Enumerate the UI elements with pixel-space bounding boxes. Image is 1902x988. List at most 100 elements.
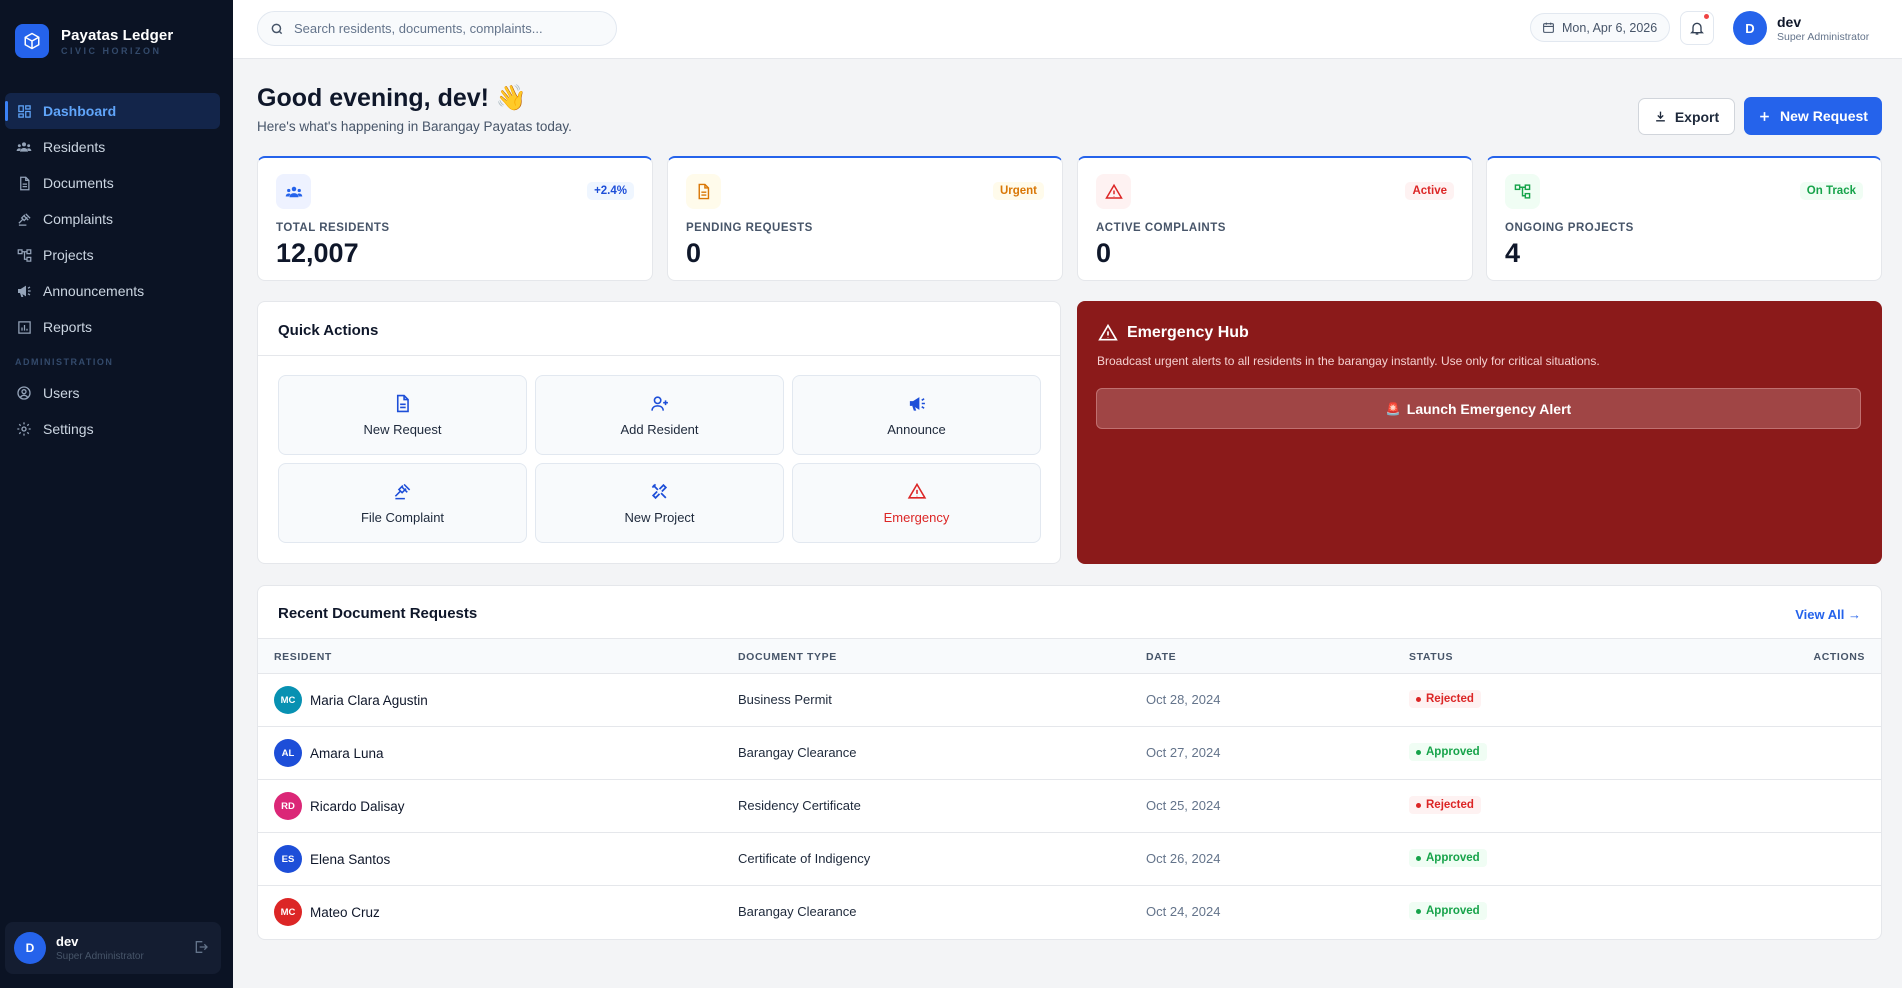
sidebar-item-dashboard[interactable]: Dashboard [5,93,220,129]
status-dot [1416,802,1421,808]
status-dot [1416,855,1421,861]
table-row[interactable]: AL Amara Luna Barangay Clearance Oct 27,… [258,727,1881,780]
view-all-link[interactable]: View All → [1795,607,1861,622]
notifications-button[interactable] [1680,11,1714,45]
brand-subtitle: CIVIC HORIZON [61,45,162,56]
sidebar-item-label: Dashboard [43,103,117,119]
quick-action-emergency[interactable]: Emergency [792,463,1041,543]
gavel-icon [16,211,32,227]
calendar-icon [1542,21,1555,34]
quick-actions-panel: Quick Actions New Request Add Resident A… [257,301,1061,564]
table-header: RESIDENT DOCUMENT TYPE DATE STATUS ACTIO… [258,638,1881,674]
stat-label: ONGOING PROJECTS [1505,222,1634,234]
sidebar-item-complaints[interactable]: Complaints [5,201,220,237]
stat-label: TOTAL RESIDENTS [276,222,390,234]
quick-action-new-request[interactable]: New Request [278,375,527,455]
logout-icon[interactable] [193,939,209,955]
cube-logo-icon [15,24,49,58]
user-role: Super Administrator [56,951,144,962]
status-label: Approved [1426,852,1480,864]
sidebar-item-label: Users [43,385,80,401]
sidebar-item-residents[interactable]: Residents [5,129,220,165]
status-badge: Approved [1409,743,1487,761]
column-header-status[interactable]: STATUS [1409,651,1454,663]
avatar: AL [274,739,302,767]
emergency-hub-panel: Emergency Hub Broadcast urgent alerts to… [1077,301,1882,564]
table-row[interactable]: RD Ricardo Dalisay Residency Certificate… [258,780,1881,833]
gavel-icon [393,482,412,501]
current-date: Mon, Apr 6, 2026 [1562,20,1658,35]
status-dot [1416,908,1421,914]
request-date: Oct 27, 2024 [1146,745,1221,760]
column-header-resident[interactable]: RESIDENT [274,651,332,663]
users-icon [16,139,32,155]
new-request-button[interactable]: New Request [1744,97,1882,135]
brand[interactable]: Payatas Ledger CIVIC HORIZON [15,24,173,58]
sidebar-item-users[interactable]: Users [5,375,220,411]
document-type: Residency Certificate [738,798,861,813]
sidebar-item-announcements[interactable]: Announcements [5,273,220,309]
warning-icon [1097,323,1119,343]
sidebar-item-label: Residents [43,139,106,155]
quick-action-label: Announce [887,421,946,437]
status-label: Approved [1426,905,1480,917]
quick-action-label: Add Resident [620,421,699,437]
status-label: Approved [1426,746,1480,758]
quick-action-new-project[interactable]: New Project [535,463,784,543]
stat-card-pending[interactable]: Urgent PENDING REQUESTS 0 [667,156,1063,281]
status-badge: Approved [1409,849,1487,867]
siren-icon: 🚨 [1385,401,1401,416]
user-name: dev [1777,13,1802,30]
table-row[interactable]: ES Elena Santos Certificate of Indigency… [258,833,1881,886]
resident-cell: AL Amara Luna [274,739,384,767]
user-plus-icon [650,394,670,413]
sidebar-item-label: Reports [43,319,93,335]
sidebar-item-projects[interactable]: Projects [5,237,220,273]
avatar: MC [274,898,302,926]
avatar: MC [274,686,302,714]
column-header-date[interactable]: DATE [1146,651,1177,663]
quick-action-file-complaint[interactable]: File Complaint [278,463,527,543]
sidebar-user-card[interactable]: D dev Super Administrator [5,922,221,974]
table-row[interactable]: MC Mateo Cruz Barangay Clearance Oct 24,… [258,886,1881,939]
request-date: Oct 28, 2024 [1146,692,1221,707]
quick-action-announce[interactable]: Announce [792,375,1041,455]
page-title: Good evening, dev! 👋 [257,84,528,112]
divider [258,355,1060,356]
stat-value: 0 [686,238,702,268]
sidebar-item-label: Complaints [43,211,114,227]
stat-card-residents[interactable]: +2.4% TOTAL RESIDENTS 12,007 [257,156,653,281]
resident-cell: RD Ricardo Dalisay [274,792,405,820]
search-bar[interactable] [257,11,617,46]
document-icon [393,394,412,413]
column-header-document-type[interactable]: DOCUMENT TYPE [738,651,837,663]
gear-icon [16,421,32,437]
table-row[interactable]: MC Maria Clara Agustin Business Permit O… [258,674,1881,727]
users-icon [276,174,311,209]
hierarchy-icon [16,247,32,263]
sidebar-item-label: Projects [43,247,94,263]
resident-name: Mateo Cruz [310,904,380,920]
topbar: Mon, Apr 6, 2026 D dev Super Administrat… [233,0,1902,59]
document-icon [16,175,32,191]
status-dot [1416,749,1421,755]
launch-emergency-alert-button[interactable]: 🚨 Launch Emergency Alert [1096,388,1861,429]
sidebar-item-documents[interactable]: Documents [5,165,220,201]
sidebar-item-reports[interactable]: Reports [5,309,220,345]
sidebar-item-settings[interactable]: Settings [5,411,220,447]
quick-action-add-resident[interactable]: Add Resident [535,375,784,455]
dashboard-icon [16,103,32,119]
export-button[interactable]: Export [1638,98,1735,135]
stat-card-projects[interactable]: On Track ONGOING PROJECTS 4 [1486,156,1882,281]
date-display[interactable]: Mon, Apr 6, 2026 [1530,13,1670,42]
quick-actions-title: Quick Actions [278,322,379,339]
request-date: Oct 26, 2024 [1146,851,1221,866]
avatar: ES [274,845,302,873]
resident-cell: MC Maria Clara Agustin [274,686,428,714]
status-badge: Rejected [1409,796,1481,814]
stat-value: 0 [1096,238,1112,268]
user-menu[interactable]: D dev Super Administrator [1733,11,1869,45]
recent-document-requests: Recent Document Requests View All → RESI… [257,585,1882,940]
search-input[interactable] [294,21,594,36]
stat-card-complaints[interactable]: Active ACTIVE COMPLAINTS 0 [1077,156,1473,281]
